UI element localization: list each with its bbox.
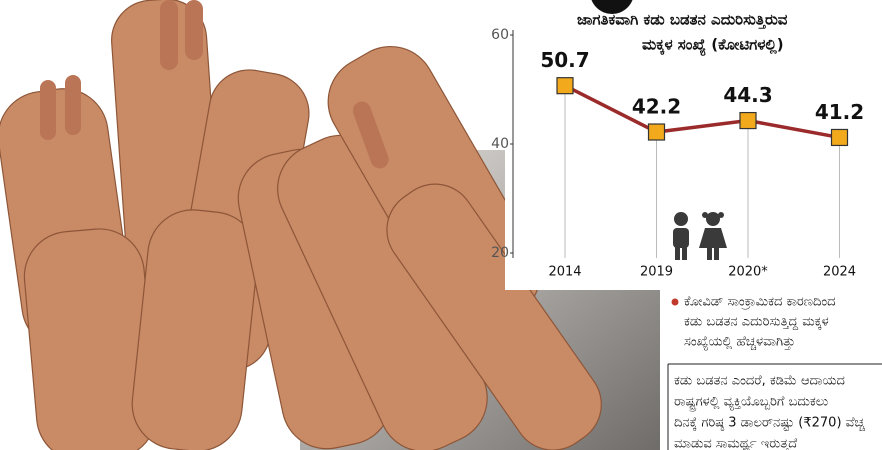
x-tick-label: 2014 xyxy=(548,265,581,280)
note: ರಾಷ್ಟ್ರಗಳಲ್ಲಿ ವ್ಯಕ್ತಿಯೊಬ್ಬರಿಗೆ ಬದುಕಲು xyxy=(674,395,828,412)
note: ಮಾಡುವ ಸಾಮರ್ಥ್ಯ ಇರುತ್ತದೆ xyxy=(674,437,798,450)
y-tick-label: 60 xyxy=(491,27,509,43)
x-tick-label: 2019 xyxy=(640,265,673,280)
infographic: ಜಾಗತಿಕವಾಗಿ ಕಡು ಬಡತನ ಎದುರಿಸುತ್ತಿರುವ ಮಕ್ಕಳ… xyxy=(0,0,882,450)
data-label: 44.3 xyxy=(723,83,772,107)
annotation: ಸಂಖ್ಯೆಯಲ್ಲಿ ಹೆಚ್ಚಳವಾಗಿತ್ತು xyxy=(684,335,795,351)
x-tick-label: 2024 xyxy=(823,265,856,280)
marker xyxy=(557,78,573,94)
data-label: 42.2 xyxy=(632,95,681,119)
marker xyxy=(649,124,665,140)
chart-title: ಜಾಗತಿಕವಾಗಿ ಕಡು ಬಡತನ ಎದುರಿಸುತ್ತಿರುವ xyxy=(577,11,788,30)
note: ಕಡು ಬಡತನ ಎಂದರೆ, ಕಡಿಮೆ ಆದಾಯದ xyxy=(674,374,845,389)
note: ದಿನಕ್ಕೆ ಗರಿಷ್ಠ 3 ಡಾಲರ್‌ನಷ್ಟು (₹270) ವೆಚ್… xyxy=(674,416,865,432)
marker xyxy=(832,129,848,145)
y-tick-label: 40 xyxy=(491,136,509,152)
annotation: ಕೋವಿಡ್ ಸಾಂಕ್ರಾಮಿಕದ ಕಾರಣದಿಂದ xyxy=(684,295,836,311)
marker xyxy=(740,113,756,129)
data-label: 41.2 xyxy=(815,100,864,124)
annotation: ಕಡು ಬಡತನ ಎದುರಿಸುತ್ತಿದ್ದ ಮಕ್ಕಳ xyxy=(684,315,829,330)
data-label: 50.7 xyxy=(540,48,589,72)
y-tick-label: 20 xyxy=(491,245,509,261)
x-tick-label: 2020* xyxy=(728,265,768,280)
bullet xyxy=(672,299,679,306)
